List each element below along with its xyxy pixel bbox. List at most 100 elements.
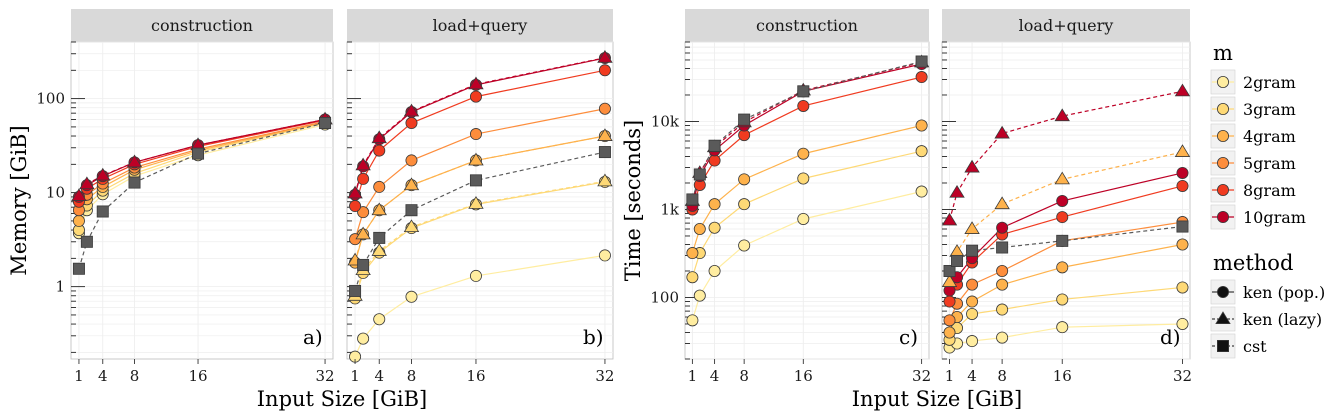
data-point-4gram-pop (996, 278, 1009, 291)
data-point-8gram-pop (915, 71, 928, 84)
panel-strip (71, 9, 333, 42)
data-point-10gram-pop (1056, 194, 1069, 207)
data-point-3gram-pop (1176, 281, 1189, 294)
data-point-cst-cst (319, 117, 332, 130)
x-tick-label: 4 (710, 367, 720, 385)
data-point-10gram-lazy (994, 125, 1010, 139)
data-point-8gram-pop (797, 99, 810, 112)
legend-entry-4gram: 4gram (1243, 127, 1296, 146)
data-point-cst-cst (1176, 220, 1189, 233)
data-point-2gram-pop (357, 332, 370, 345)
legend-key-marker (1217, 339, 1230, 352)
data-point-5gram-pop (966, 278, 979, 291)
y-tick-label: 100 (36, 90, 65, 108)
data-point-4gram-pop (686, 247, 699, 260)
data-point-cst-cst (915, 55, 928, 68)
legend-key-marker (1215, 311, 1231, 324)
panel-strip (942, 9, 1190, 42)
data-point-4gram-pop (797, 147, 810, 160)
data-point-cst-cst (72, 262, 85, 275)
data-point-10gram-lazy (941, 212, 958, 226)
data-point-cst-cst (128, 176, 141, 189)
data-point-4gram-lazy (468, 152, 484, 166)
data-point-4gram-pop (693, 223, 706, 236)
data-point-4gram-lazy (403, 177, 420, 191)
data-point-4gram-lazy (1054, 171, 1070, 185)
data-point-3gram-lazy (468, 196, 484, 209)
x-tick-label: 4 (967, 367, 977, 385)
data-point-4gram-lazy (597, 128, 613, 141)
data-point-4gram-lazy (941, 274, 958, 287)
x-tick-label: 8 (739, 367, 749, 385)
data-point-10gram-lazy (1174, 83, 1191, 97)
data-point-5gram-pop (943, 314, 956, 327)
panel-tag: a) (303, 325, 323, 349)
legend-key-marker (1217, 285, 1230, 298)
x-tick-label: 1 (688, 367, 698, 385)
data-point-2gram-pop (797, 212, 810, 225)
panel-d: load+query 1 4 8 16 32 d) (941, 9, 1192, 385)
panel-strip (347, 9, 613, 42)
data-point-4gram-lazy (994, 196, 1010, 210)
data-point-cst-cst (80, 235, 93, 248)
x-tick-label: 8 (997, 367, 1007, 385)
data-point-4gram-lazy (355, 226, 371, 240)
data-point-8gram-pop (1056, 211, 1069, 224)
panel-tag: c) (899, 325, 918, 349)
x-tick-label: 8 (407, 367, 417, 385)
data-point-cst-cst (1056, 234, 1069, 247)
data-point-10gram-lazy (71, 188, 87, 201)
y-axis-title: Time [seconds] (621, 120, 645, 281)
data-point-cst-cst (349, 284, 362, 297)
data-point-cst-cst (738, 113, 751, 126)
legend-key-marker (1217, 156, 1230, 169)
data-point-10gram-lazy (964, 159, 980, 173)
legend-entry-lazy: ken (lazy) (1243, 310, 1322, 329)
series-line-4gram-lazy (948, 151, 1183, 283)
data-point-cst-cst (598, 146, 611, 159)
data-point-8gram-pop (373, 144, 386, 157)
data-point-cst-cst (405, 204, 418, 217)
legend-key-marker (1217, 76, 1230, 89)
data-point-10gram-lazy (95, 167, 111, 181)
data-point-cst-cst (996, 241, 1009, 254)
data-point-3gram-pop (738, 198, 751, 211)
data-point-8gram-pop (405, 117, 418, 130)
plot-area (70, 41, 334, 360)
data-point-2gram-pop (708, 264, 721, 277)
data-point-4gram-pop (943, 326, 956, 339)
y-tick-label: 10k (651, 112, 680, 130)
data-point-4gram-pop (738, 173, 751, 186)
data-point-cst-cst (686, 193, 699, 206)
data-point-4gram-pop (1056, 261, 1069, 274)
data-point-4gram-pop (966, 295, 979, 308)
x-tick-label: 1 (945, 367, 955, 385)
strip-label: construction (151, 16, 253, 35)
data-point-10gram-lazy (347, 185, 363, 199)
data-point-3gram-pop (915, 145, 928, 158)
data-point-10gram-lazy (1054, 108, 1070, 122)
legend-entry-3gram: 3gram (1243, 100, 1296, 119)
data-point-8gram-pop (598, 64, 611, 77)
panel-c: construction 1 4 8 16 32 100 1k 10k c) (650, 9, 931, 385)
data-point-5gram-pop (996, 264, 1009, 277)
data-point-2gram-pop (1176, 317, 1189, 330)
data-point-2gram-pop (405, 290, 418, 303)
panel-b: load+query 1 4 8 16 32 b) (346, 9, 614, 385)
data-point-4gram-lazy (371, 202, 387, 216)
legend: m 2gram 3gram 4gram 5gram 8gram 10gram method ke… (1210, 41, 1325, 359)
data-point-2gram-pop (915, 185, 928, 198)
y-tick-label: 10 (46, 184, 65, 202)
data-point-10gram-lazy (949, 184, 965, 198)
data-point-8gram-pop (943, 295, 956, 308)
data-point-2gram-pop (373, 313, 386, 326)
series-line-10gram-lazy (78, 118, 326, 197)
data-point-cst-cst (708, 139, 721, 152)
legend-key-marker (1217, 183, 1230, 196)
y-tick-label: 1k (660, 200, 680, 218)
data-point-3gram-lazy (597, 173, 613, 187)
y-axis-title: Memory [GiB] (7, 125, 31, 275)
x-tick-label: 32 (912, 367, 931, 385)
x-tick-label: 16 (188, 367, 207, 385)
